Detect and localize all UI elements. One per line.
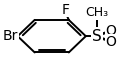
- Text: O: O: [105, 35, 116, 49]
- Text: F: F: [62, 3, 70, 17]
- Text: CH₃: CH₃: [86, 6, 109, 19]
- Text: Br: Br: [3, 29, 18, 43]
- Text: O: O: [105, 24, 116, 38]
- Text: S: S: [92, 29, 102, 44]
